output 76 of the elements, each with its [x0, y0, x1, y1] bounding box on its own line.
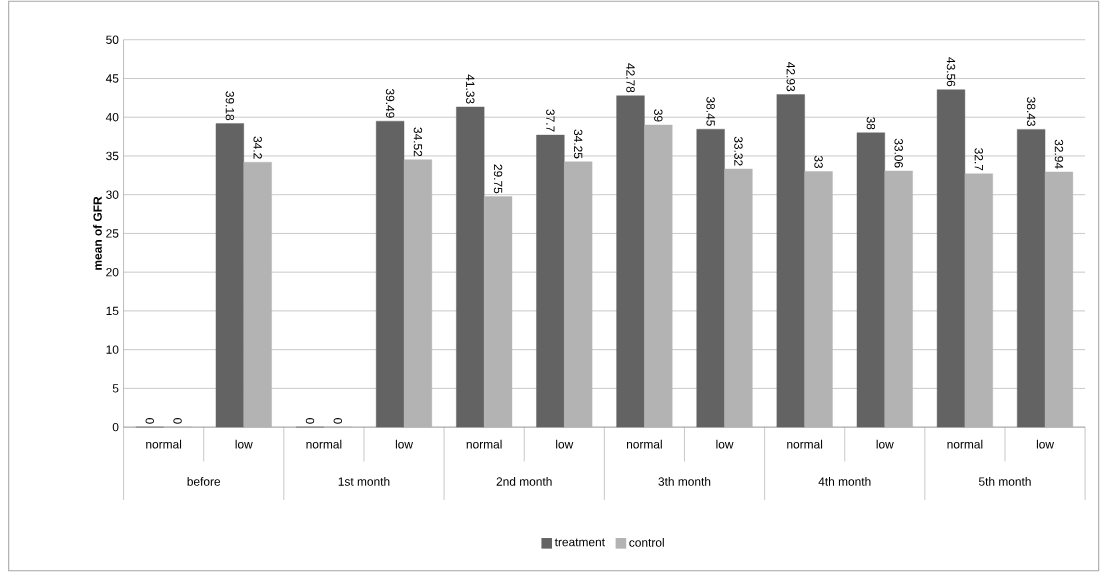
x-tick-label: low	[716, 439, 734, 449]
y-tick-label: 35	[106, 151, 119, 161]
y-tick-label: 45	[105, 74, 119, 83]
bar	[456, 106, 485, 428]
data-label: 29.75	[493, 164, 503, 194]
data-label: 32.94	[1054, 139, 1064, 169]
legend-label: treatment	[554, 538, 605, 547]
data-label: 38.43	[1026, 97, 1036, 126]
bar	[215, 123, 244, 428]
bar	[403, 159, 433, 428]
x-tick-label: normal	[947, 439, 983, 449]
bar	[1017, 129, 1046, 428]
data-label: 43.56	[946, 57, 956, 87]
x-tick-label: low	[1036, 439, 1055, 449]
y-tick-label: 5	[112, 384, 119, 393]
data-label: 38	[866, 117, 876, 130]
bar	[776, 94, 805, 428]
text: before	[187, 476, 221, 486]
bar	[936, 89, 966, 428]
bar	[616, 95, 645, 428]
x-tick-label: low	[235, 439, 253, 449]
bar	[564, 161, 593, 428]
bar	[376, 120, 405, 428]
x-tick-label: low	[876, 439, 894, 449]
y-tick-label: 15	[106, 306, 119, 316]
data-label: 33.06	[894, 138, 903, 168]
data-label: 34.52	[413, 127, 423, 157]
data-label: 0	[333, 418, 343, 424]
data-label: 42.78	[626, 63, 635, 93]
x-tick-label: normal	[626, 439, 662, 449]
data-label: 39.49	[385, 88, 395, 118]
x-tick-label: normal	[306, 439, 342, 449]
bar	[243, 161, 272, 428]
data-label: 42.93	[786, 62, 795, 92]
bar	[856, 132, 885, 428]
text: 1st month	[338, 476, 390, 486]
x-tick-label: normal	[466, 439, 502, 449]
bar	[964, 173, 993, 428]
y-tick-label: 50	[106, 35, 119, 44]
y-tick-label: 30	[106, 190, 119, 199]
bar	[696, 128, 725, 428]
y-tick-label: 20	[106, 267, 119, 277]
data-label: 34.25	[573, 129, 583, 159]
y-tick-label: 40	[105, 112, 119, 122]
data-label: 0	[173, 418, 182, 424]
data-label: 0	[145, 418, 154, 424]
x-tick-label: normal	[787, 439, 823, 449]
data-label: 39	[654, 109, 663, 122]
bar	[884, 170, 913, 428]
data-label: 38.45	[706, 96, 715, 126]
data-label: 33	[814, 155, 823, 169]
text: 4th month	[818, 476, 871, 486]
y-tick-label: 10	[106, 345, 119, 354]
text: 5th month	[978, 476, 1031, 486]
text: 3th month	[658, 476, 711, 486]
x-tick-label: low	[395, 439, 413, 449]
data-label: 0	[305, 418, 315, 424]
x-tick-label: low	[556, 439, 574, 449]
y-axis-title: mean of GFR	[93, 196, 102, 270]
y-tick-label: 0	[112, 422, 119, 432]
bar	[536, 134, 565, 428]
x-tick-label: normal	[146, 439, 182, 449]
text: 2nd month	[496, 476, 552, 486]
data-label: 37.7	[546, 109, 555, 132]
bar	[804, 171, 833, 428]
bar	[724, 168, 753, 428]
data-label: 32.7	[974, 148, 984, 171]
data-label: 39.18	[225, 91, 235, 121]
legend-label: control	[629, 537, 664, 547]
bar	[1044, 171, 1074, 428]
data-label: 33.32	[734, 136, 743, 166]
data-label: 34.2	[253, 136, 262, 159]
y-tick-label: 25	[106, 229, 119, 238]
data-label: 41.33	[466, 74, 475, 104]
bar	[483, 196, 513, 428]
bar	[644, 124, 673, 428]
